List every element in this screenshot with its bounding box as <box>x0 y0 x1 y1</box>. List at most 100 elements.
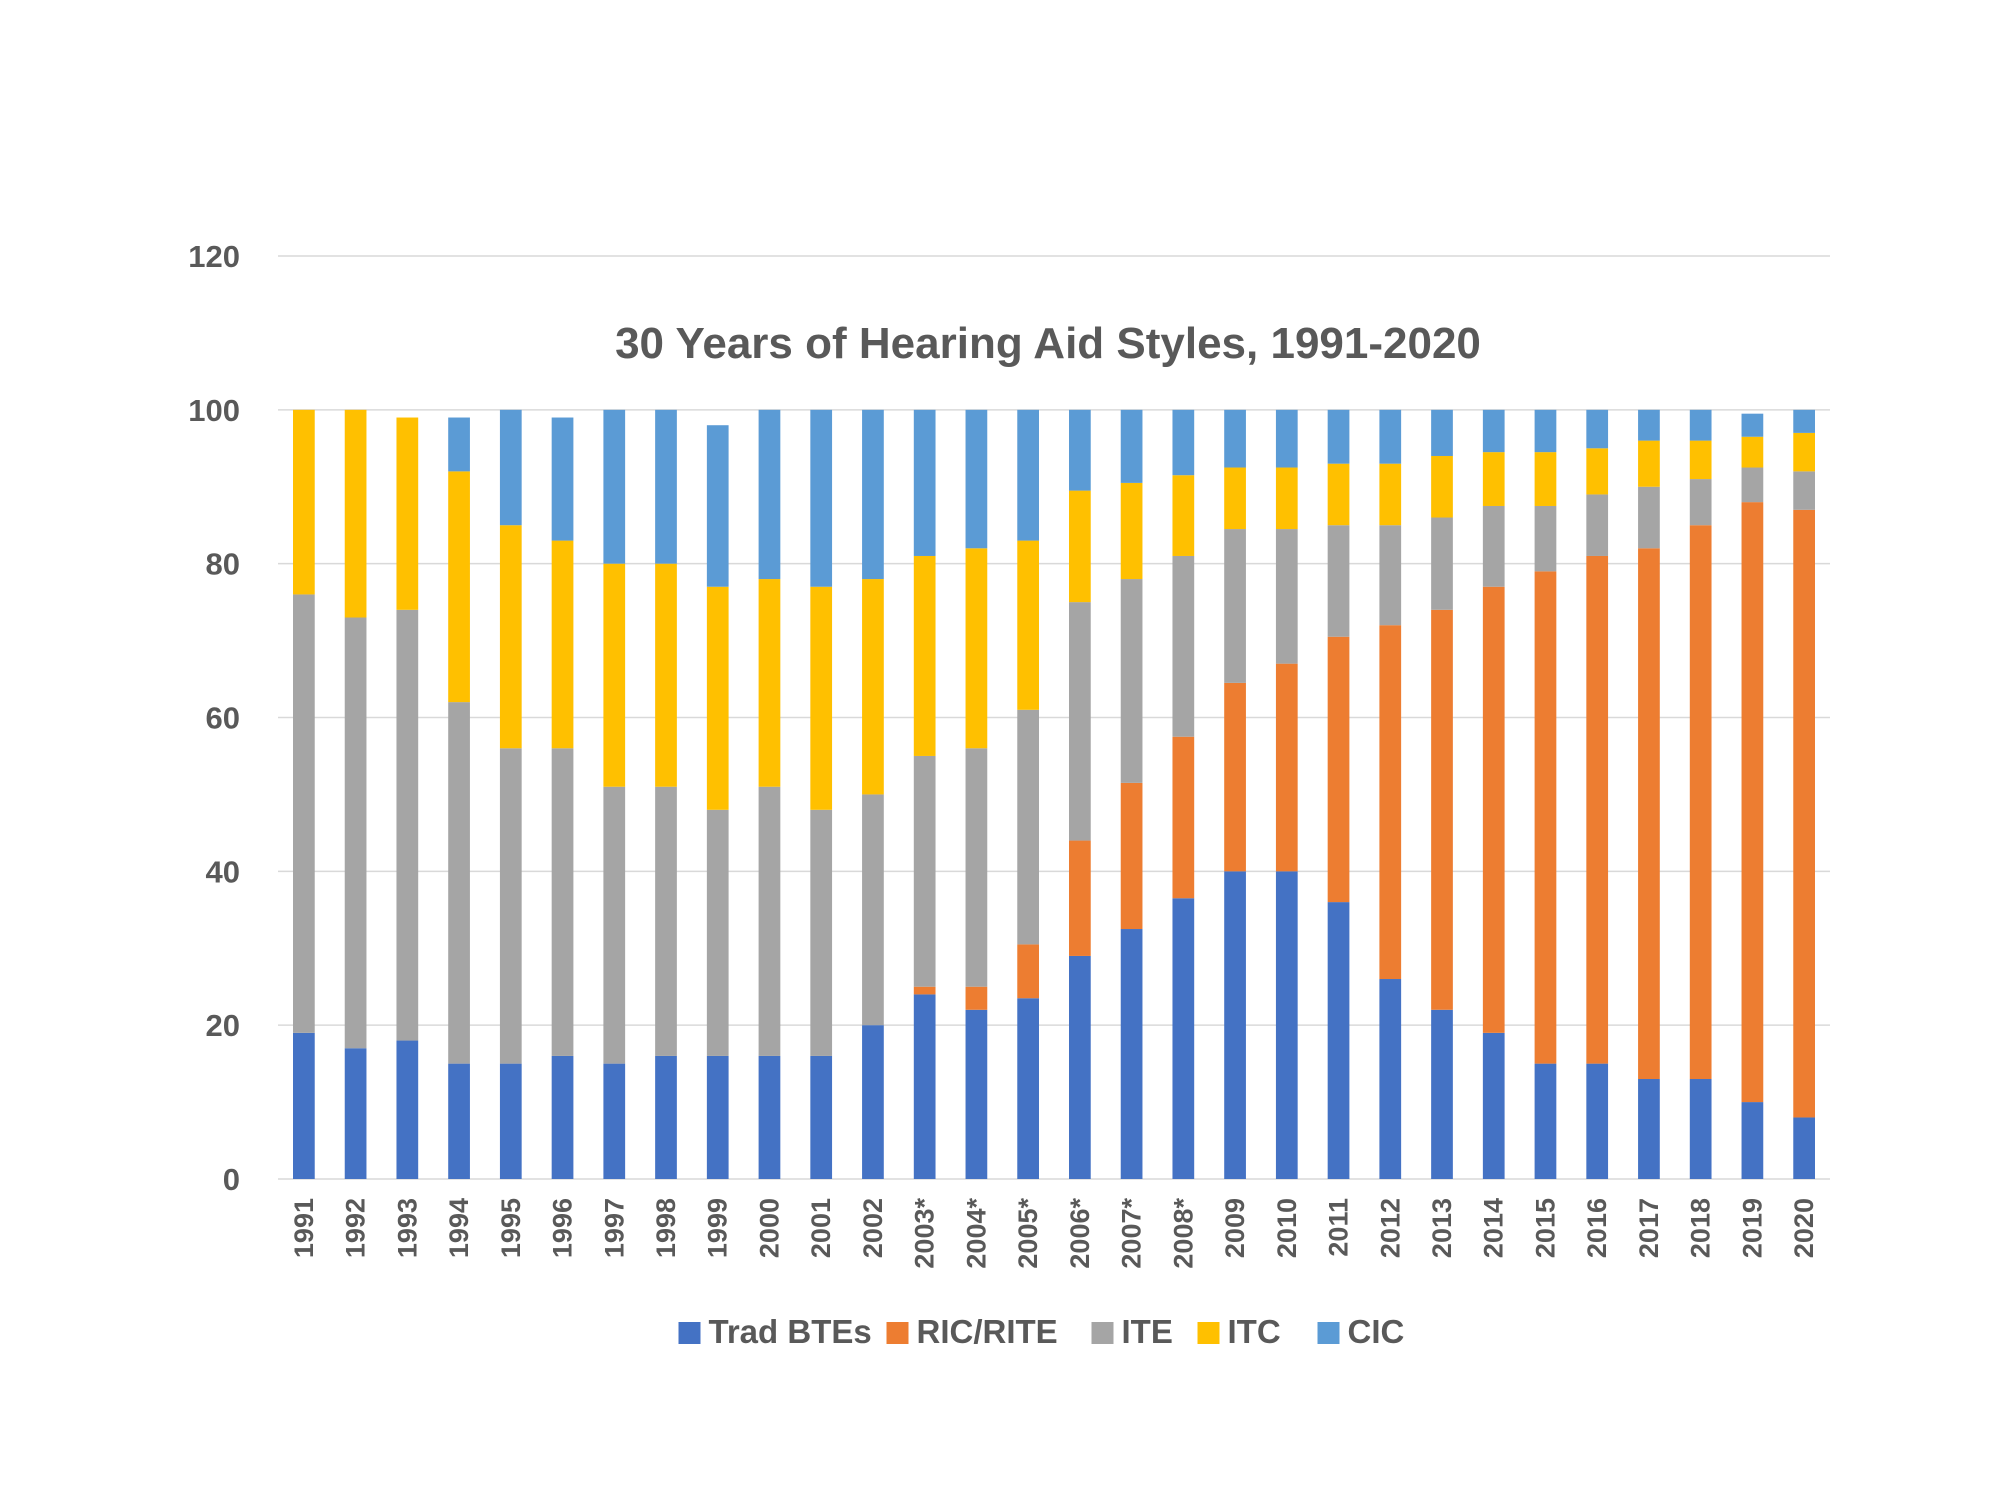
bar-segment-trad-btes-2007 <box>1120 929 1143 1179</box>
bar-segment-itc-1998 <box>655 563 677 787</box>
bar-segment-cic-1999 <box>706 425 729 587</box>
y-tick-label: 20 <box>206 1008 240 1043</box>
bar-segment-trad-btes-2014 <box>1482 1032 1505 1179</box>
bar-segment-cic-2009 <box>1224 409 1246 468</box>
bar-segment-trad-btes-2001 <box>810 1055 833 1179</box>
x-tick-label: 2020 <box>1789 1198 1819 1258</box>
bar-segment-ite-1993 <box>396 609 419 1041</box>
bar-segment-ite-2003 <box>913 755 936 987</box>
x-tick-label: 2015 <box>1530 1198 1560 1258</box>
bar-segment-trad-btes-2005 <box>1017 998 1039 1179</box>
bar-segment-cic-2007 <box>1120 409 1143 483</box>
bar-segment-ric-rite-2004 <box>965 986 988 1010</box>
bar-segment-ite-2013 <box>1431 517 1453 610</box>
gridlines <box>278 255 1830 1180</box>
x-tick-label: 1991 <box>289 1198 319 1258</box>
x-tick-label: 1994 <box>444 1198 474 1258</box>
bar-segment-cic-2019 <box>1741 413 1764 437</box>
bar-segment-trad-btes-2006 <box>1069 955 1091 1179</box>
bars <box>293 409 1815 1179</box>
bar-segment-cic-2004 <box>965 409 988 549</box>
bar-segment-cic-2013 <box>1431 409 1453 456</box>
legend-swatch <box>678 1322 701 1344</box>
bar-segment-cic-2000 <box>758 409 781 580</box>
bar-segment-trad-btes-2008 <box>1172 898 1195 1179</box>
bar-segment-cic-2008 <box>1172 409 1195 476</box>
x-tick-label: 2016 <box>1582 1198 1612 1258</box>
legend-swatch <box>1197 1322 1220 1344</box>
legend-label: Trad BTEs <box>709 1313 872 1350</box>
bar-segment-ite-2008 <box>1172 555 1195 737</box>
x-tick-label: 2012 <box>1375 1198 1405 1258</box>
legend-label: CIC <box>1348 1313 1405 1350</box>
bar-segment-trad-btes-2019 <box>1741 1102 1764 1179</box>
y-tick-label: 120 <box>188 239 240 274</box>
x-tick-label: 2002 <box>858 1198 888 1258</box>
bar-segment-trad-btes-2004 <box>965 1009 988 1179</box>
bar-segment-trad-btes-2012 <box>1379 979 1402 1179</box>
bar-segment-itc-2020 <box>1793 432 1815 472</box>
bar-segment-trad-btes-2018 <box>1689 1079 1712 1179</box>
x-tick-label: 1995 <box>496 1198 526 1258</box>
bar-segment-ite-2016 <box>1586 494 1609 556</box>
bar-segment-cic-2011 <box>1327 409 1350 464</box>
bar-segment-trad-btes-2013 <box>1431 1009 1453 1179</box>
bar-segment-ric-rite-2014 <box>1482 586 1505 1033</box>
bar-segment-trad-btes-1997 <box>603 1063 626 1179</box>
legend-item-ite: ITE <box>1091 1313 1173 1350</box>
x-axis-ticks: 1991 1992 1993 1994 1995 1996 1997 1998 1999 2000… <box>289 1198 1819 1269</box>
bar-segment-trad-btes-2016 <box>1586 1063 1609 1179</box>
bar-segment-itc-2015 <box>1534 452 1557 506</box>
bar-segment-cic-1997 <box>603 409 626 564</box>
bar-segment-itc-2000 <box>758 579 781 787</box>
bar-segment-ric-rite-2009 <box>1224 682 1246 872</box>
bar-segment-ite-2018 <box>1689 479 1712 526</box>
bar-segment-itc-1997 <box>603 563 626 787</box>
bar-segment-itc-2010 <box>1275 467 1298 530</box>
y-axis-ticks: 0 20 40 60 80 100 120 <box>188 239 240 1197</box>
bar-segment-ric-rite-2011 <box>1327 636 1350 903</box>
x-tick-label: 2019 <box>1737 1198 1767 1258</box>
bar-segment-trad-btes-1996 <box>551 1055 574 1179</box>
bar-segment-trad-btes-1994 <box>448 1063 470 1179</box>
bar-segment-itc-2006 <box>1069 490 1091 603</box>
legend-swatch <box>1091 1322 1114 1344</box>
x-tick-label: 2017 <box>1634 1198 1664 1258</box>
bar-segment-ite-2001 <box>810 809 833 1056</box>
x-tick-label: 2018 <box>1686 1198 1716 1258</box>
bar-segment-itc-2002 <box>862 579 884 795</box>
x-tick-label: 2009 <box>1220 1198 1250 1258</box>
bar-segment-itc-2016 <box>1586 448 1609 495</box>
bar-segment-cic-2018 <box>1689 409 1712 441</box>
bar-segment-itc-2012 <box>1379 463 1402 526</box>
legend-label: ITE <box>1122 1313 1173 1350</box>
bar-segment-ite-1997 <box>603 786 626 1064</box>
bar-segment-itc-2005 <box>1017 540 1039 710</box>
bar-segment-ric-rite-2005 <box>1017 944 1039 999</box>
bar-segment-ric-rite-2006 <box>1069 840 1091 956</box>
bar-segment-trad-btes-2003 <box>913 994 936 1179</box>
x-tick-label: 2007* <box>1117 1198 1147 1269</box>
bar-segment-ric-rite-2003 <box>913 986 936 995</box>
bar-segment-ite-1995 <box>499 748 522 1064</box>
bar-segment-ric-rite-2017 <box>1638 548 1660 1080</box>
y-tick-label: 0 <box>223 1162 240 1197</box>
y-tick-label: 40 <box>206 854 240 889</box>
x-tick-label: 2014 <box>1479 1198 1509 1258</box>
x-tick-label: 2000 <box>754 1198 784 1258</box>
bar-segment-trad-btes-1999 <box>706 1055 729 1179</box>
bar-segment-ric-rite-2019 <box>1741 502 1764 1103</box>
y-tick-label: 100 <box>188 393 240 428</box>
bar-segment-cic-2020 <box>1793 409 1815 433</box>
bar-segment-cic-2006 <box>1069 409 1091 491</box>
bar-segment-ric-rite-2012 <box>1379 625 1402 980</box>
bar-segment-ite-1999 <box>706 809 729 1056</box>
bar-segment-trad-btes-2020 <box>1793 1117 1815 1179</box>
bar-segment-ric-rite-2013 <box>1431 609 1453 1010</box>
bar-segment-ite-2011 <box>1327 525 1350 637</box>
bar-segment-cic-1996 <box>551 417 574 541</box>
bar-segment-ric-rite-2007 <box>1120 782 1143 930</box>
y-tick-label: 80 <box>206 547 240 582</box>
bar-segment-cic-2012 <box>1379 409 1402 464</box>
